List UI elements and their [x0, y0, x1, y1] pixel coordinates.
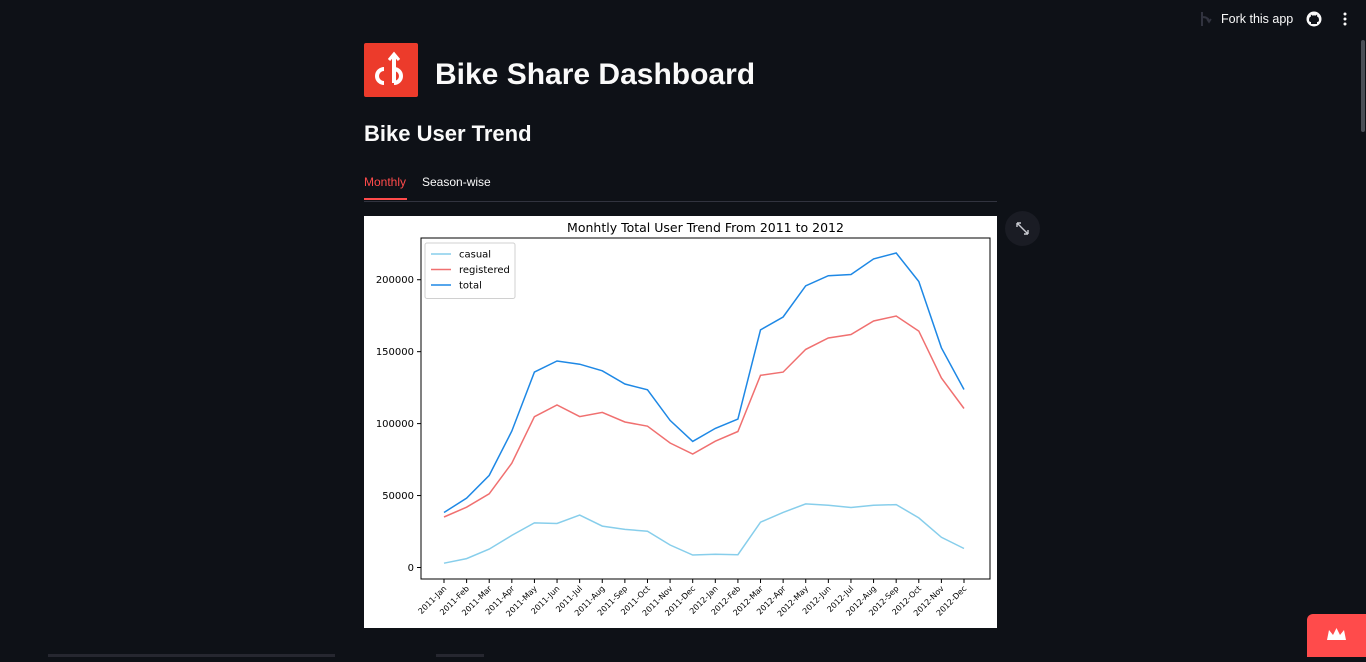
- active-tab-indicator: [364, 198, 407, 200]
- y-tick-label: 0: [408, 563, 414, 574]
- y-tick-label: 150000: [376, 347, 414, 358]
- chart-svg: Monhtly Total User Trend From 2011 to 20…: [376, 220, 991, 619]
- legend-label-registered: registered: [459, 265, 510, 276]
- crown-icon: [1327, 628, 1346, 640]
- scrollbar-track[interactable]: [1360, 40, 1366, 657]
- scrollbar-thumb[interactable]: [1361, 40, 1365, 132]
- app-logo: cb: [364, 43, 418, 97]
- section-title: Bike User Trend: [364, 121, 532, 146]
- github-icon[interactable]: [1306, 11, 1322, 27]
- monthly-trend-chart: Monhtly Total User Trend From 2011 to 20…: [364, 216, 997, 628]
- fullscreen-button[interactable]: [1005, 211, 1040, 246]
- series-line-total: [443, 252, 965, 514]
- fork-label: Fork this app: [1221, 12, 1294, 26]
- legend-label-total: total: [459, 281, 482, 292]
- main-menu-icon[interactable]: [1341, 11, 1349, 27]
- logo-text: cb: [391, 86, 393, 88]
- plot-frame: [420, 237, 991, 580]
- chart-title: Monhtly Total User Trend From 2011 to 20…: [567, 220, 844, 235]
- y-tick-label: 200000: [376, 275, 414, 286]
- expand-icon: [1016, 222, 1029, 235]
- bike-share-logo-icon: cb: [375, 51, 403, 88]
- fork-app-button[interactable]: Fork this app: [1199, 11, 1293, 27]
- app-header: Fork this app: [0, 0, 1366, 40]
- tab-season-wise[interactable]: Season-wise: [422, 175, 491, 189]
- series-line-registered: [443, 315, 965, 518]
- horizontal-scrollbar-segment: [436, 654, 484, 657]
- y-tick-label: 50000: [382, 491, 414, 502]
- tab-bar: Monthly Season-wise: [364, 172, 997, 202]
- series-line-casual: [443, 503, 965, 564]
- hosted-with-streamlit-badge[interactable]: [1307, 614, 1366, 657]
- page-title: Bike Share Dashboard: [435, 58, 756, 91]
- fork-icon: [1201, 12, 1212, 26]
- tab-monthly[interactable]: Monthly: [364, 175, 407, 189]
- legend-label-casual: casual: [459, 250, 491, 261]
- horizontal-scrollbar: [48, 654, 335, 657]
- y-tick-label: 100000: [376, 419, 414, 430]
